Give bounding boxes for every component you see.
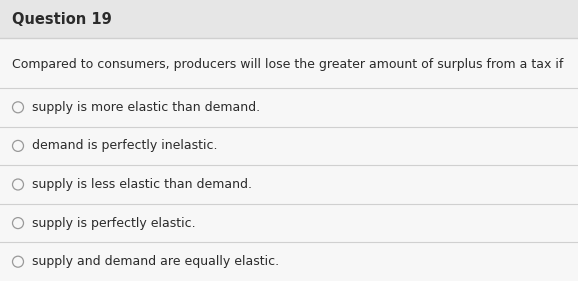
Bar [0, 0, 578, 38]
Text: supply is less elastic than demand.: supply is less elastic than demand. [32, 178, 252, 191]
Text: Compared to consumers, producers will lose the greater amount of surplus from a : Compared to consumers, producers will lo… [12, 58, 564, 71]
Text: supply is more elastic than demand.: supply is more elastic than demand. [32, 101, 260, 114]
Text: demand is perfectly inelastic.: demand is perfectly inelastic. [32, 139, 217, 152]
Text: supply and demand are equally elastic.: supply and demand are equally elastic. [32, 255, 279, 268]
Text: Question 19: Question 19 [12, 12, 112, 26]
Text: supply is perfectly elastic.: supply is perfectly elastic. [32, 217, 195, 230]
Bar [0, 38, 578, 281]
